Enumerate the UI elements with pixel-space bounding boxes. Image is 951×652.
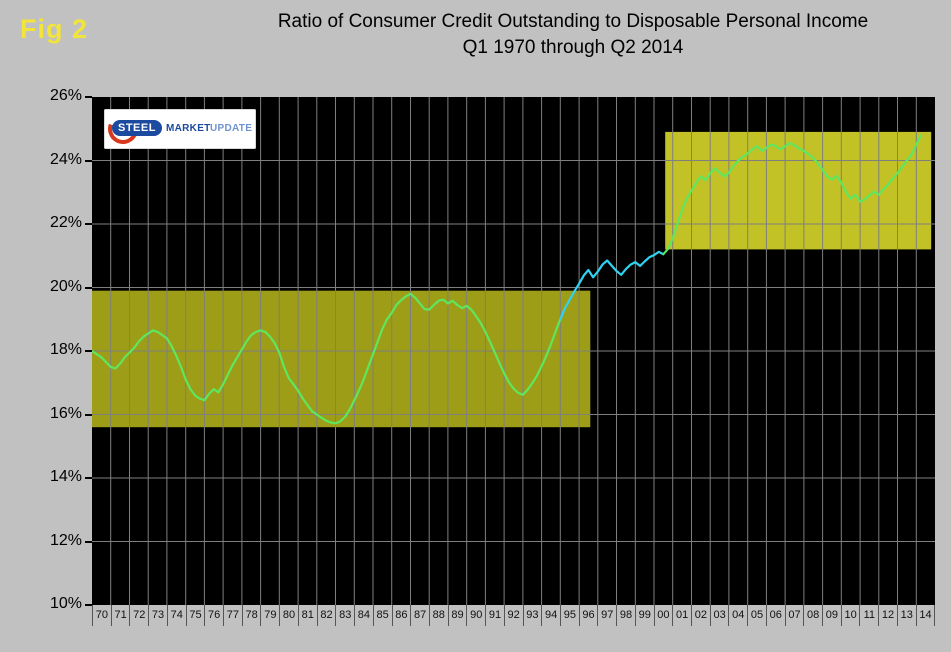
x-tick-label: 84: [354, 605, 373, 626]
y-tick-mark: [85, 477, 92, 479]
y-tick-mark: [85, 159, 92, 162]
y-tick-label: 18%: [49, 341, 82, 358]
x-tick-label: 87: [410, 605, 429, 626]
y-tick-label: 12%: [49, 531, 82, 549]
x-tick-label: 80: [279, 605, 298, 626]
x-tick-label: 75: [185, 605, 205, 626]
x-tick-label: 09: [822, 605, 841, 626]
x-tick-label: 77: [223, 605, 242, 626]
x-tick-label: 92: [503, 605, 523, 626]
x-tick-label: 89: [447, 605, 467, 626]
x-tick-label: 10: [840, 605, 860, 626]
y-tick-mark: [85, 413, 92, 416]
x-tick-label: 11: [859, 605, 878, 626]
x-tick-label: 05: [747, 605, 766, 626]
x-tick-label: 96: [578, 605, 598, 626]
x-tick-label: 82: [316, 605, 336, 626]
x-tick-label: 85: [372, 605, 392, 626]
x-tick-label: 72: [129, 605, 148, 626]
x-tick-label: 93: [522, 605, 542, 626]
x-tick-label: 71: [110, 605, 130, 626]
smu-logo-steel: STEEL: [112, 120, 162, 136]
y-tick-label: 24%: [49, 150, 82, 168]
chart-title-block: Ratio of Consumer Credit Outstanding to …: [195, 10, 951, 61]
x-tick-label: 83: [335, 605, 354, 626]
series-early-green: [92, 292, 562, 425]
y-tick-mark: [85, 604, 92, 606]
smu-logo-market: MARKET: [166, 123, 211, 134]
y-tick-label: 20%: [49, 277, 82, 295]
series-late-green: [662, 133, 923, 256]
x-tick-label: 70: [92, 605, 111, 626]
smu-logo-update: UPDATE: [210, 123, 253, 134]
x-tick-label: 02: [691, 605, 710, 626]
series-mid-cyan: [559, 250, 665, 321]
highlight-band-range-1970-1996: [92, 290, 591, 428]
y-tick-mark: [85, 96, 92, 98]
x-tick-label: 97: [597, 605, 616, 626]
x-tick-label: 81: [297, 605, 317, 626]
smu-logo: STEEL MARKET UPDATE: [103, 109, 256, 149]
chart-title: Ratio of Consumer Credit Outstanding to …: [277, 11, 869, 32]
y-tick-mark: [85, 540, 92, 543]
plot-area: STEEL MARKET UPDATE: [92, 97, 935, 605]
x-tick-label: 91: [485, 605, 504, 626]
chart-subtitle: Q1 1970 through Q2 2014: [462, 36, 684, 58]
figure-label: Fig 2: [20, 14, 89, 44]
x-tick-label: 01: [672, 605, 691, 626]
x-tick-label: 95: [559, 605, 579, 626]
x-tick-label: 76: [204, 605, 223, 626]
y-tick-label: 16%: [49, 404, 82, 422]
chart-canvas: [92, 97, 935, 605]
x-tick-label: 03: [709, 605, 729, 626]
x-tick-label: 86: [391, 605, 411, 626]
x-tick-label: 98: [616, 605, 635, 626]
y-tick-label: 22%: [49, 214, 82, 231]
x-axis-labels: 70 71 72 73 74 75 76 77 78 79 80 81 82 83 84 85 86 87 88 89…: [92, 605, 935, 626]
x-tick-label: 12: [878, 605, 897, 626]
y-tick-label: 14%: [49, 468, 82, 485]
y-tick-label: 10%: [49, 595, 82, 612]
x-tick-label: 08: [803, 605, 822, 626]
x-tick-label: 90: [466, 605, 485, 626]
x-tick-label: 99: [634, 605, 654, 626]
highlight-band-range-2000-2014: [665, 131, 932, 250]
y-tick-mark: [85, 350, 92, 352]
x-tick-label: 06: [765, 605, 785, 626]
x-tick-label: 04: [728, 605, 747, 626]
x-tick-label: 74: [166, 605, 186, 626]
x-tick-label: 14: [915, 605, 935, 626]
x-tick-label: 13: [896, 605, 916, 626]
x-tick-label: 78: [241, 605, 261, 626]
y-tick-label: 26%: [49, 87, 82, 104]
x-tick-label: 07: [784, 605, 804, 626]
y-tick-mark: [85, 223, 92, 225]
y-tick-mark: [85, 286, 92, 289]
x-tick-label: 88: [428, 605, 448, 626]
x-tick-label: 00: [653, 605, 673, 626]
x-tick-label: 79: [260, 605, 279, 626]
x-tick-label: 94: [541, 605, 560, 626]
x-tick-label: 73: [148, 605, 167, 626]
